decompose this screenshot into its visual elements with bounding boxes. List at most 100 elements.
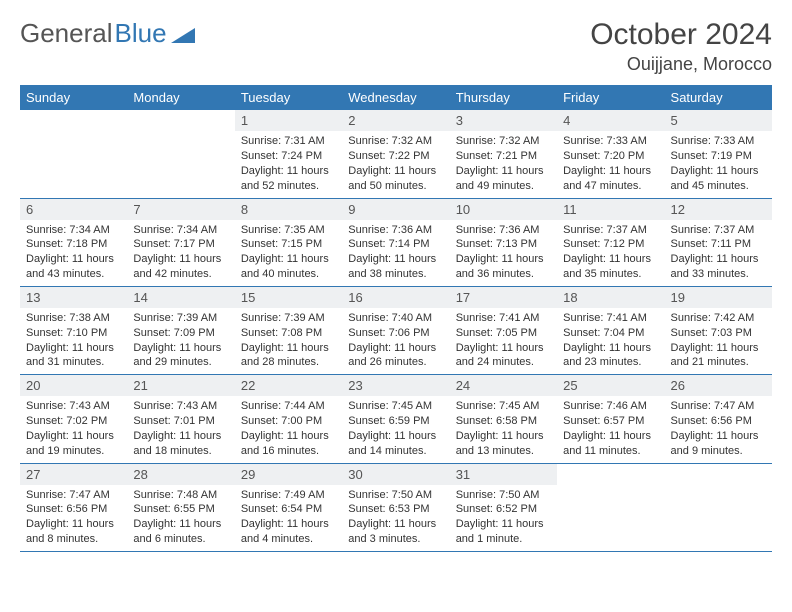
calendar-day-cell: 14Sunrise: 7:39 AMSunset: 7:09 PMDayligh…	[127, 286, 234, 374]
sunset-text: Sunset: 6:57 PM	[563, 414, 658, 429]
calendar-day-cell	[665, 463, 772, 551]
sunset-text: Sunset: 7:20 PM	[563, 149, 658, 164]
day-content: Sunrise: 7:35 AMSunset: 7:15 PMDaylight:…	[235, 220, 342, 286]
logo-text-general: General	[20, 18, 113, 49]
day-content: Sunrise: 7:36 AMSunset: 7:14 PMDaylight:…	[342, 220, 449, 286]
day-content: Sunrise: 7:43 AMSunset: 7:01 PMDaylight:…	[127, 396, 234, 462]
daylight-text: Daylight: 11 hours and 35 minutes.	[563, 252, 658, 282]
day-number: 14	[127, 287, 234, 308]
calendar-day-cell: 5Sunrise: 7:33 AMSunset: 7:19 PMDaylight…	[665, 110, 772, 198]
sunset-text: Sunset: 7:03 PM	[671, 326, 766, 341]
sunrise-text: Sunrise: 7:38 AM	[26, 311, 121, 326]
daylight-text: Daylight: 11 hours and 19 minutes.	[26, 429, 121, 459]
calendar-day-cell: 9Sunrise: 7:36 AMSunset: 7:14 PMDaylight…	[342, 198, 449, 286]
sunset-text: Sunset: 7:19 PM	[671, 149, 766, 164]
sunrise-text: Sunrise: 7:47 AM	[26, 488, 121, 503]
calendar-week-row: 13Sunrise: 7:38 AMSunset: 7:10 PMDayligh…	[20, 286, 772, 374]
sunset-text: Sunset: 7:11 PM	[671, 237, 766, 252]
calendar-week-row: 6Sunrise: 7:34 AMSunset: 7:18 PMDaylight…	[20, 198, 772, 286]
sunset-text: Sunset: 6:58 PM	[456, 414, 551, 429]
day-header: Saturday	[665, 85, 772, 110]
day-number: 18	[557, 287, 664, 308]
sunset-text: Sunset: 7:01 PM	[133, 414, 228, 429]
daylight-text: Daylight: 11 hours and 11 minutes.	[563, 429, 658, 459]
calendar-day-cell: 28Sunrise: 7:48 AMSunset: 6:55 PMDayligh…	[127, 463, 234, 551]
sunrise-text: Sunrise: 7:39 AM	[133, 311, 228, 326]
day-number: 2	[342, 110, 449, 131]
daylight-text: Daylight: 11 hours and 50 minutes.	[348, 164, 443, 194]
day-number: 21	[127, 375, 234, 396]
calendar-day-cell: 18Sunrise: 7:41 AMSunset: 7:04 PMDayligh…	[557, 286, 664, 374]
day-content: Sunrise: 7:31 AMSunset: 7:24 PMDaylight:…	[235, 131, 342, 197]
daylight-text: Daylight: 11 hours and 1 minute.	[456, 517, 551, 547]
sunset-text: Sunset: 7:10 PM	[26, 326, 121, 341]
day-content: Sunrise: 7:45 AMSunset: 6:59 PMDaylight:…	[342, 396, 449, 462]
sunrise-text: Sunrise: 7:32 AM	[456, 134, 551, 149]
sunrise-text: Sunrise: 7:50 AM	[456, 488, 551, 503]
day-number: 19	[665, 287, 772, 308]
logo-triangle-icon	[171, 25, 195, 43]
sunrise-text: Sunrise: 7:34 AM	[133, 223, 228, 238]
day-content: Sunrise: 7:43 AMSunset: 7:02 PMDaylight:…	[20, 396, 127, 462]
day-number: 22	[235, 375, 342, 396]
calendar-day-cell: 23Sunrise: 7:45 AMSunset: 6:59 PMDayligh…	[342, 375, 449, 463]
day-number: 15	[235, 287, 342, 308]
calendar-week-row: 1Sunrise: 7:31 AMSunset: 7:24 PMDaylight…	[20, 110, 772, 198]
daylight-text: Daylight: 11 hours and 4 minutes.	[241, 517, 336, 547]
daylight-text: Daylight: 11 hours and 40 minutes.	[241, 252, 336, 282]
daylight-text: Daylight: 11 hours and 28 minutes.	[241, 341, 336, 371]
month-title: October 2024	[590, 18, 772, 52]
calendar-day-cell	[20, 110, 127, 198]
calendar-day-cell: 29Sunrise: 7:49 AMSunset: 6:54 PMDayligh…	[235, 463, 342, 551]
calendar-table: Sunday Monday Tuesday Wednesday Thursday…	[20, 85, 772, 552]
sunrise-text: Sunrise: 7:37 AM	[563, 223, 658, 238]
day-content: Sunrise: 7:34 AMSunset: 7:17 PMDaylight:…	[127, 220, 234, 286]
sunset-text: Sunset: 6:54 PM	[241, 502, 336, 517]
sunrise-text: Sunrise: 7:42 AM	[671, 311, 766, 326]
calendar-day-cell: 19Sunrise: 7:42 AMSunset: 7:03 PMDayligh…	[665, 286, 772, 374]
calendar-day-cell: 13Sunrise: 7:38 AMSunset: 7:10 PMDayligh…	[20, 286, 127, 374]
calendar-day-cell: 31Sunrise: 7:50 AMSunset: 6:52 PMDayligh…	[450, 463, 557, 551]
sunrise-text: Sunrise: 7:36 AM	[348, 223, 443, 238]
day-content: Sunrise: 7:44 AMSunset: 7:00 PMDaylight:…	[235, 396, 342, 462]
sunrise-text: Sunrise: 7:33 AM	[671, 134, 766, 149]
daylight-text: Daylight: 11 hours and 6 minutes.	[133, 517, 228, 547]
daylight-text: Daylight: 11 hours and 47 minutes.	[563, 164, 658, 194]
sunset-text: Sunset: 7:18 PM	[26, 237, 121, 252]
calendar-day-cell: 7Sunrise: 7:34 AMSunset: 7:17 PMDaylight…	[127, 198, 234, 286]
day-number: 11	[557, 199, 664, 220]
sunrise-text: Sunrise: 7:43 AM	[26, 399, 121, 414]
calendar-day-cell: 3Sunrise: 7:32 AMSunset: 7:21 PMDaylight…	[450, 110, 557, 198]
sunrise-text: Sunrise: 7:45 AM	[348, 399, 443, 414]
day-number: 8	[235, 199, 342, 220]
day-number: 1	[235, 110, 342, 131]
day-content: Sunrise: 7:34 AMSunset: 7:18 PMDaylight:…	[20, 220, 127, 286]
day-content: Sunrise: 7:38 AMSunset: 7:10 PMDaylight:…	[20, 308, 127, 374]
daylight-text: Daylight: 11 hours and 16 minutes.	[241, 429, 336, 459]
sunrise-text: Sunrise: 7:44 AM	[241, 399, 336, 414]
calendar-day-cell: 8Sunrise: 7:35 AMSunset: 7:15 PMDaylight…	[235, 198, 342, 286]
sunset-text: Sunset: 6:56 PM	[26, 502, 121, 517]
logo: GeneralBlue	[20, 18, 195, 49]
sunset-text: Sunset: 7:15 PM	[241, 237, 336, 252]
sunset-text: Sunset: 7:00 PM	[241, 414, 336, 429]
sunrise-text: Sunrise: 7:40 AM	[348, 311, 443, 326]
day-content: Sunrise: 7:50 AMSunset: 6:52 PMDaylight:…	[450, 485, 557, 551]
day-content: Sunrise: 7:47 AMSunset: 6:56 PMDaylight:…	[20, 485, 127, 551]
day-number	[20, 110, 127, 116]
day-header-row: Sunday Monday Tuesday Wednesday Thursday…	[20, 85, 772, 110]
sunrise-text: Sunrise: 7:48 AM	[133, 488, 228, 503]
sunset-text: Sunset: 6:56 PM	[671, 414, 766, 429]
sunrise-text: Sunrise: 7:50 AM	[348, 488, 443, 503]
calendar-week-row: 20Sunrise: 7:43 AMSunset: 7:02 PMDayligh…	[20, 375, 772, 463]
day-content: Sunrise: 7:45 AMSunset: 6:58 PMDaylight:…	[450, 396, 557, 462]
day-number: 13	[20, 287, 127, 308]
daylight-text: Daylight: 11 hours and 38 minutes.	[348, 252, 443, 282]
calendar-day-cell: 25Sunrise: 7:46 AMSunset: 6:57 PMDayligh…	[557, 375, 664, 463]
calendar-day-cell	[557, 463, 664, 551]
daylight-text: Daylight: 11 hours and 8 minutes.	[26, 517, 121, 547]
sunset-text: Sunset: 7:24 PM	[241, 149, 336, 164]
day-number: 12	[665, 199, 772, 220]
day-content: Sunrise: 7:33 AMSunset: 7:20 PMDaylight:…	[557, 131, 664, 197]
day-number	[557, 464, 664, 470]
